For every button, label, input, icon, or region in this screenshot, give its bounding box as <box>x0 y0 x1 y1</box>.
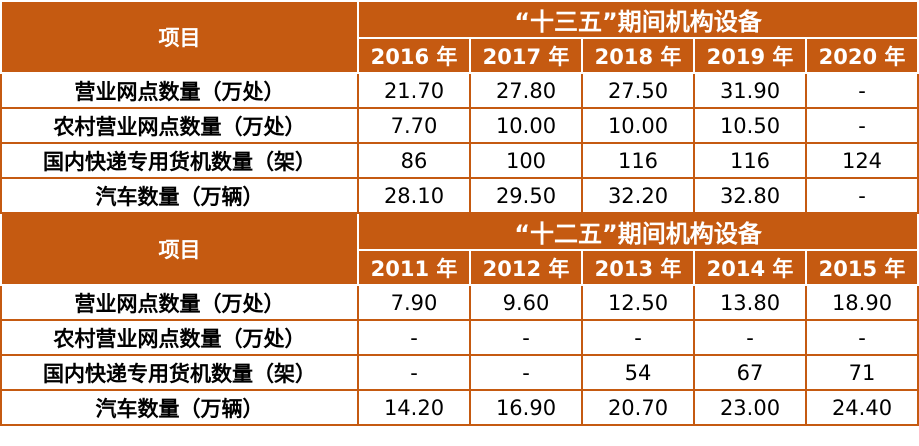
value-cell: 27.80 <box>469 72 583 109</box>
value-cell: 27.50 <box>581 72 695 109</box>
row-label: 国内快递专用货机数量（架） <box>0 354 359 391</box>
year-cell: 2012 年 <box>469 249 583 286</box>
data-row: 营业网点数量（万处） 7.90 9.60 12.50 13.80 18.90 <box>0 284 919 321</box>
row-label: 农村营业网点数量（万处） <box>0 107 359 144</box>
value-cell: 20.70 <box>581 389 695 426</box>
value-cell: - <box>693 319 807 356</box>
value-cell: 24.40 <box>805 389 919 426</box>
value-cell: 10.00 <box>469 107 583 144</box>
data-row: 国内快递专用货机数量（架） - -54 67 71 <box>0 354 919 391</box>
value-cell: 7.70 <box>357 107 471 144</box>
value-cell: 32.80 <box>693 177 807 214</box>
year-cell: 2016 年 <box>357 37 471 74</box>
value-cell: 116 <box>693 142 807 179</box>
group-title: “十二五”期间机构设备 <box>357 212 919 251</box>
value-cell: - <box>357 354 471 391</box>
value-cell: 13.80 <box>693 284 807 321</box>
year-cell: 2019 年 <box>693 37 807 74</box>
row-label: 营业网点数量（万处） <box>0 72 359 109</box>
value-cell: - <box>581 319 695 356</box>
value-cell: 29.50 <box>469 177 583 214</box>
value-cell: 14.20 <box>357 389 471 426</box>
year-cell: 2015 年 <box>805 249 919 286</box>
header-row: 项目 “十二五”期间机构设备 <box>0 212 919 286</box>
value-cell: 10.00 <box>581 107 695 144</box>
value-cell: 7.90 <box>357 284 471 321</box>
data-row: 农村营业网点数量（万处） - - - - - <box>0 319 919 356</box>
year-cell: 2014 年 <box>693 249 807 286</box>
value-cell: 124 <box>805 142 919 179</box>
value-cell: 71 <box>805 354 919 391</box>
data-row: 汽车数量（万辆） 28.10 29.50 32.20 32.80- <box>0 177 919 214</box>
value-cell: - <box>357 319 471 356</box>
row-label: 农村营业网点数量（万处） <box>0 319 359 356</box>
data-row: 农村营业网点数量（万处） 7.70 10.00 10.00 10.50- <box>0 107 919 144</box>
value-cell: 32.20 <box>581 177 695 214</box>
value-cell: 31.90 <box>693 72 807 109</box>
table: 项目 “十三五”期间机构设备 2016 年 2017 年 2018 年 2019 年 202… <box>0 0 919 426</box>
value-cell: 67 <box>693 354 807 391</box>
data-row: 国内快递专用货机数量（架） 86 100 116 116 124 <box>0 142 919 179</box>
value-cell: - <box>469 354 583 391</box>
year-cell: 2020 年 <box>805 37 919 74</box>
data-row: 营业网点数量（万处） 21.70 27.80 27.50 31.90- <box>0 72 919 109</box>
value-cell: 23.00 <box>693 389 807 426</box>
header-label: 项目 <box>0 212 359 286</box>
year-row: 2011 年 2012 年 2013 年 2014 年 2015 年 <box>1 249 919 286</box>
value-cell: 100 <box>469 142 583 179</box>
year-row: 2016 年 2017 年 2018 年 2019 年 2020 年 <box>1 37 919 74</box>
value-cell: - <box>805 319 919 356</box>
row-label: 汽车数量（万辆） <box>0 389 359 426</box>
value-cell: 21.70 <box>357 72 471 109</box>
data-row: 汽车数量（万辆） 14.20 16.90 20.70 23.00 24.40 <box>0 389 919 426</box>
row-label: 国内快递专用货机数量（架） <box>0 142 359 179</box>
year-cell: 2017 年 <box>469 37 583 74</box>
group-title: “十三五”期间机构设备 <box>357 0 919 39</box>
value-cell: - <box>469 319 583 356</box>
value-cell: - <box>805 177 919 214</box>
row-label: 营业网点数量（万处） <box>0 284 359 321</box>
value-cell: - <box>805 72 919 109</box>
value-cell: 18.90 <box>805 284 919 321</box>
year-cell: 2011 年 <box>357 249 471 286</box>
year-cell: 2018 年 <box>581 37 695 74</box>
value-cell: 9.60 <box>469 284 583 321</box>
header-row: 项目 “十三五”期间机构设备 <box>0 0 919 74</box>
year-cell: 2013 年 <box>581 249 695 286</box>
value-cell: - <box>805 107 919 144</box>
value-cell: 16.90 <box>469 389 583 426</box>
value-cell: 54 <box>581 354 695 391</box>
value-cell: 86 <box>357 142 471 179</box>
header-label: 项目 <box>0 0 359 74</box>
value-cell: 10.50 <box>693 107 807 144</box>
value-cell: 12.50 <box>581 284 695 321</box>
value-cell: 116 <box>581 142 695 179</box>
value-cell: 28.10 <box>357 177 471 214</box>
row-label: 汽车数量（万辆） <box>0 177 359 214</box>
